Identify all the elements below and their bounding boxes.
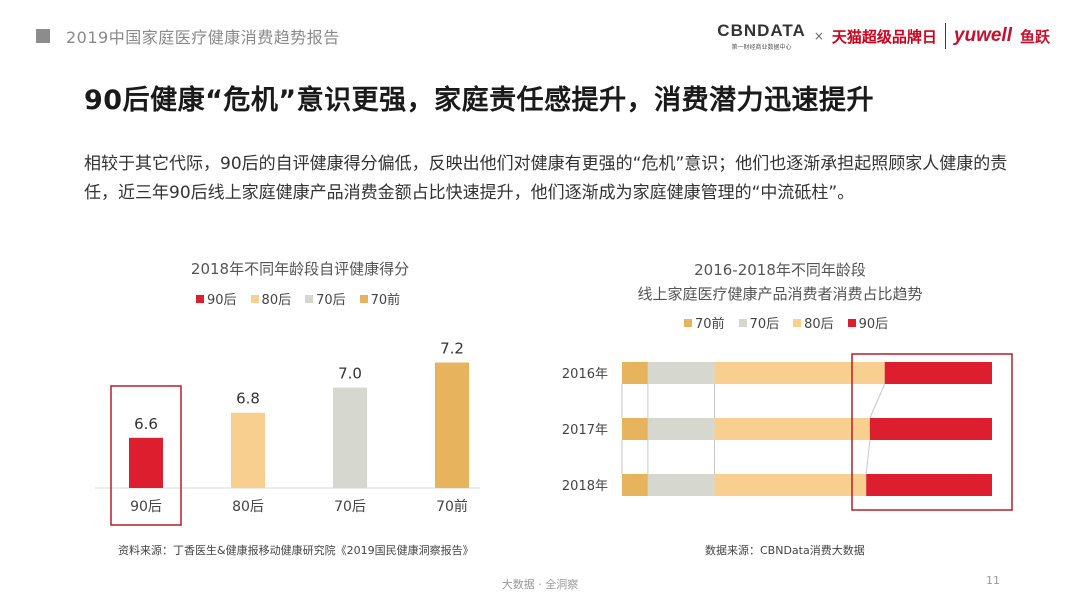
right-legend-item: 80后 [793,313,834,332]
logo-times-sign: × [813,29,824,43]
row-label-2016年: 2016年 [562,367,608,382]
left-legend-swatch [196,294,204,303]
segment-70前-2017年 [622,418,648,440]
intro-paragraph: 相较于其它代际，90后的自评健康得分偏低，反映出他们对健康有更强的“危机”意识；… [84,154,1008,203]
right-legend-item: 70前 [684,313,725,332]
yuwell-logo: yuwell [953,25,1012,46]
right-legend-swatch [793,318,802,327]
category-label-70前: 70前 [436,498,468,515]
page-number: 11 [986,574,1000,587]
cbndata-logo-text: CBNDATA [717,21,806,40]
left-chart-source: 资料来源：丁香医生&健康报移动健康研究院《2019国民健康洞察报告》 [118,544,474,557]
left-legend-label: 80后 [261,293,292,308]
right-legend-item: 70后 [738,313,780,332]
segment-90后-2018年 [866,474,992,496]
bar-90后 [129,437,163,488]
category-label-90后: 90后 [130,499,162,515]
category-label-80后: 80后 [232,499,264,515]
footer-tagline: 大数据 · 全洞察 [501,578,579,591]
right-chart-title-line-2: 线上家庭医疗健康产品消费者消费占比趋势 [637,285,923,303]
left-legend-label: 70后 [316,293,346,308]
value-label-70前: 7.2 [440,340,464,358]
value-label-90后: 6.6 [134,415,158,433]
logo-divider [944,23,946,49]
segment-80后-2016年 [714,362,885,384]
left-legend-item: 70前 [359,289,401,308]
bar-70前 [435,362,469,488]
bar-70后 [333,387,367,488]
left-legend-item: 90后 [196,289,237,308]
right-chart-title: 2016-2018年不同年龄段 线上家庭医疗健康产品消费者消费占比趋势 [580,258,980,306]
right-legend-label: 80后 [804,317,834,332]
tmall-logo: 天猫超级品牌日 [831,27,937,46]
segment-70前-2018年 [622,474,648,496]
segment-70后-2016年 [647,362,715,384]
right-legend-swatch [847,318,856,327]
left-chart-legend: 90后 80后 70后 70前 [196,289,400,308]
connector-line [865,439,871,475]
right-legend-label: 70后 [749,317,780,332]
segment-70后-2018年 [647,474,715,496]
header-square-icon [36,29,50,43]
value-label-70后: 7.0 [338,365,362,383]
segment-70前-2016年 [622,362,648,384]
left-bar-chart: 6.6 90后 6.8 80后 7.0 70后 7.2 70前 [95,340,480,526]
right-legend-item: 90后 [847,313,889,332]
right-stacked-bar-chart: 2016年 2017年 2018年 [562,353,1013,511]
report-title: 2019中国家庭医疗健康消费趋势报告 [66,28,340,47]
segment-70后-2017年 [647,418,715,440]
right-legend-label: 90后 [858,317,889,332]
yuwell-logo-cn: 鱼跃 [1019,27,1050,46]
left-legend-item: 80后 [250,289,292,308]
segment-80后-2017年 [714,418,870,440]
cbndata-logo-subtext: 第一财经商业数据中心 [731,44,792,51]
highlight-box-90-segments [851,353,1013,511]
partner-logos: CBNDATA 第一财经商业数据中心 × 天猫超级品牌日 yuwell 鱼跃 [717,18,1050,54]
left-legend-item: 70后 [305,289,346,308]
segment-90后-2016年 [884,362,992,384]
segment-80后-2018年 [714,474,867,496]
left-legend-swatch [250,294,259,303]
left-chart-title: 2018年不同年龄段自评健康得分 [190,260,410,278]
value-label-80后: 6.8 [236,390,260,408]
left-legend-swatch [359,294,368,303]
highlight-box-90-bar [110,385,182,526]
category-label-70后: 70后 [334,499,366,515]
connector-line [869,383,886,419]
segment-90后-2017年 [869,418,992,440]
right-chart-title-line-1: 2016-2018年不同年龄段 [694,261,866,279]
right-chart-legend: 70前 70后 80后 90后 [684,313,888,332]
right-chart-source: 数据来源：CBNData消费大数据 [705,544,865,557]
left-legend-label: 70前 [370,293,401,308]
left-legend-swatch [305,294,314,303]
slide-title: 90后健康“危机”意识更强，家庭责任感提升，消费潜力迅速提升 [84,85,875,116]
cbndata-logo: CBNDATA 第一财经商业数据中心 [717,21,806,51]
row-label-2017年: 2017年 [562,423,608,438]
right-legend-label: 70前 [695,317,725,332]
left-legend-label: 90后 [207,293,237,308]
bar-80后 [231,412,265,488]
right-legend-swatch [738,318,747,327]
row-label-2018年: 2018年 [562,479,608,494]
right-legend-swatch [684,318,692,327]
